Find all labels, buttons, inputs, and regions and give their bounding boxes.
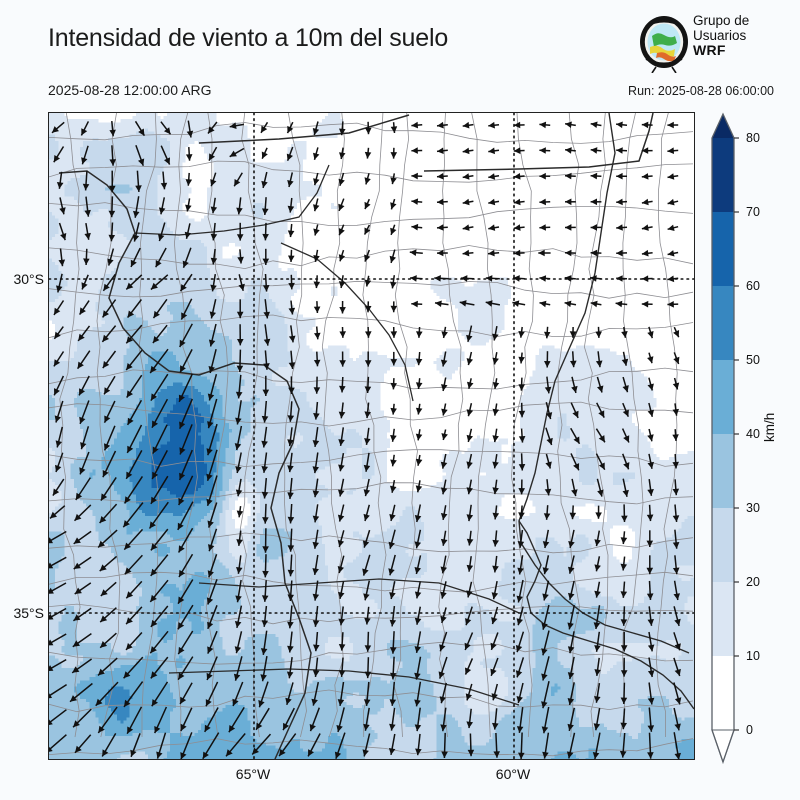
page-title: Intensidad de viento a 10m del suelo <box>48 24 449 52</box>
x-axis-tick-label-1: 60°W <box>495 766 531 782</box>
x-axis-tick-label-0: 65°W <box>235 766 271 782</box>
colorbar[interactable]: 0 10 20 30 40 50 60 70 80 km/h <box>706 112 796 772</box>
colorbar-tick-label-60: 60 <box>746 279 760 293</box>
colorbar-band-60 <box>712 212 734 287</box>
y-axis-tick-label-0: 30°S <box>13 271 44 287</box>
colorbar-tick-label-10: 10 <box>746 649 760 663</box>
run-time-label: Run: 2025-08-28 06:00:00 <box>628 84 774 98</box>
colorbar-band-30 <box>712 434 734 509</box>
colorbar-tick-label-0: 0 <box>746 723 753 737</box>
colorbar-band-50 <box>712 286 734 361</box>
colorbar-band-70 <box>712 138 734 213</box>
colorbar-band-40 <box>712 360 734 435</box>
colorbar-extend-min <box>711 729 735 764</box>
wrf-user-group-logo: Grupo de Usuarios WRF <box>637 13 787 75</box>
logo-line-3: WRF <box>693 42 726 58</box>
wind-speed-band-60 <box>151 395 208 498</box>
colorbar-canvas <box>711 112 739 764</box>
wind-direction-arrows <box>49 120 682 759</box>
valid-time-label: 2025-08-28 12:00:00 ARG <box>48 82 212 98</box>
globe-emblem-icon <box>640 16 688 73</box>
colorbar-tick-label-80: 80 <box>746 131 760 145</box>
wind-speed-band-10 <box>49 113 694 715</box>
y-axis-tick-label-1: 35°S <box>13 605 44 621</box>
colorbar-unit-label: km/h <box>762 412 777 442</box>
admin-boundaries <box>49 113 694 757</box>
colorbar-extend-max <box>712 114 734 138</box>
logo-text: Grupo de Usuarios WRF <box>693 13 788 58</box>
colorbar-band-10 <box>712 582 734 657</box>
wind-speed-band-50 <box>104 382 220 724</box>
colorbar-tick-label-50: 50 <box>746 353 760 367</box>
colorbar-band-20 <box>712 508 734 583</box>
colorbar-tick-label-70: 70 <box>746 205 760 219</box>
colorbar-tick-label-40: 40 <box>746 427 760 441</box>
wind-speed-band-20 <box>49 128 694 759</box>
map-canvas <box>49 113 694 759</box>
wind-speed-band-30 <box>49 184 694 759</box>
wind-intensity-map[interactable] <box>48 112 695 760</box>
colorbar-band-0 <box>712 656 734 731</box>
colorbar-tick-label-20: 20 <box>746 575 760 589</box>
logo-line-1: Grupo de <box>693 13 750 28</box>
logo-line-2: Usuarios <box>693 28 747 43</box>
colorbar-tick-label-30: 30 <box>746 501 760 515</box>
